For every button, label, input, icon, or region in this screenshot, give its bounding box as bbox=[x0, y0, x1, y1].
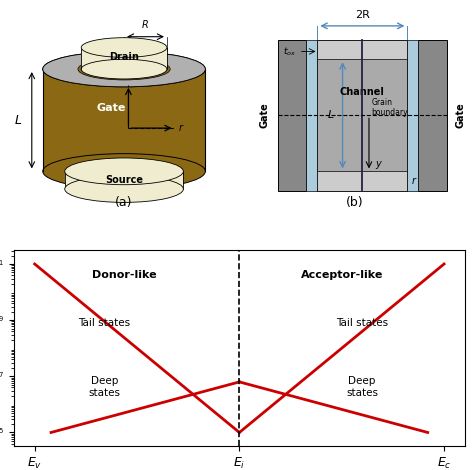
Text: y: y bbox=[375, 159, 381, 169]
Bar bbox=[318, 39, 408, 191]
Text: R: R bbox=[142, 20, 149, 30]
Text: Donor-like: Donor-like bbox=[92, 270, 157, 280]
Bar bbox=[81, 47, 167, 69]
Text: Acceptor-like: Acceptor-like bbox=[301, 270, 383, 280]
Ellipse shape bbox=[81, 59, 167, 79]
Ellipse shape bbox=[81, 38, 167, 57]
Ellipse shape bbox=[43, 51, 205, 87]
Ellipse shape bbox=[65, 158, 183, 185]
Text: Gate: Gate bbox=[96, 103, 126, 113]
Text: L: L bbox=[15, 114, 22, 127]
Bar bbox=[318, 39, 408, 59]
Text: Drain: Drain bbox=[347, 45, 377, 55]
Text: $t_{ox}$: $t_{ox}$ bbox=[283, 45, 296, 58]
Text: r: r bbox=[179, 123, 183, 133]
Ellipse shape bbox=[43, 51, 205, 87]
Bar bbox=[419, 39, 447, 191]
Text: Gate: Gate bbox=[455, 102, 465, 128]
Text: Source: Source bbox=[343, 176, 382, 186]
Ellipse shape bbox=[43, 154, 205, 189]
Text: Deep
states: Deep states bbox=[88, 376, 120, 398]
Text: y: y bbox=[126, 71, 131, 81]
Text: Grain
boundary: Grain boundary bbox=[371, 98, 408, 117]
Text: Source: Source bbox=[105, 175, 143, 185]
Text: 2R: 2R bbox=[355, 10, 370, 20]
Text: Tail states: Tail states bbox=[336, 318, 388, 328]
Text: (b): (b) bbox=[346, 196, 364, 209]
Text: Drain: Drain bbox=[109, 52, 139, 63]
Text: r: r bbox=[412, 176, 416, 186]
Text: Gate: Gate bbox=[260, 102, 270, 128]
Text: L: L bbox=[328, 110, 334, 120]
Ellipse shape bbox=[65, 176, 183, 203]
Text: Deep
states: Deep states bbox=[346, 376, 378, 398]
Bar bbox=[65, 172, 183, 189]
Bar bbox=[278, 39, 306, 191]
Text: Tail states: Tail states bbox=[78, 318, 130, 328]
Text: (a): (a) bbox=[115, 196, 133, 209]
Bar bbox=[306, 39, 318, 191]
Bar bbox=[408, 39, 419, 191]
Ellipse shape bbox=[78, 58, 170, 80]
Bar bbox=[318, 172, 408, 191]
Text: $t_{ox}$: $t_{ox}$ bbox=[171, 56, 184, 69]
Text: Channel: Channel bbox=[340, 87, 385, 97]
Bar bbox=[43, 69, 205, 172]
